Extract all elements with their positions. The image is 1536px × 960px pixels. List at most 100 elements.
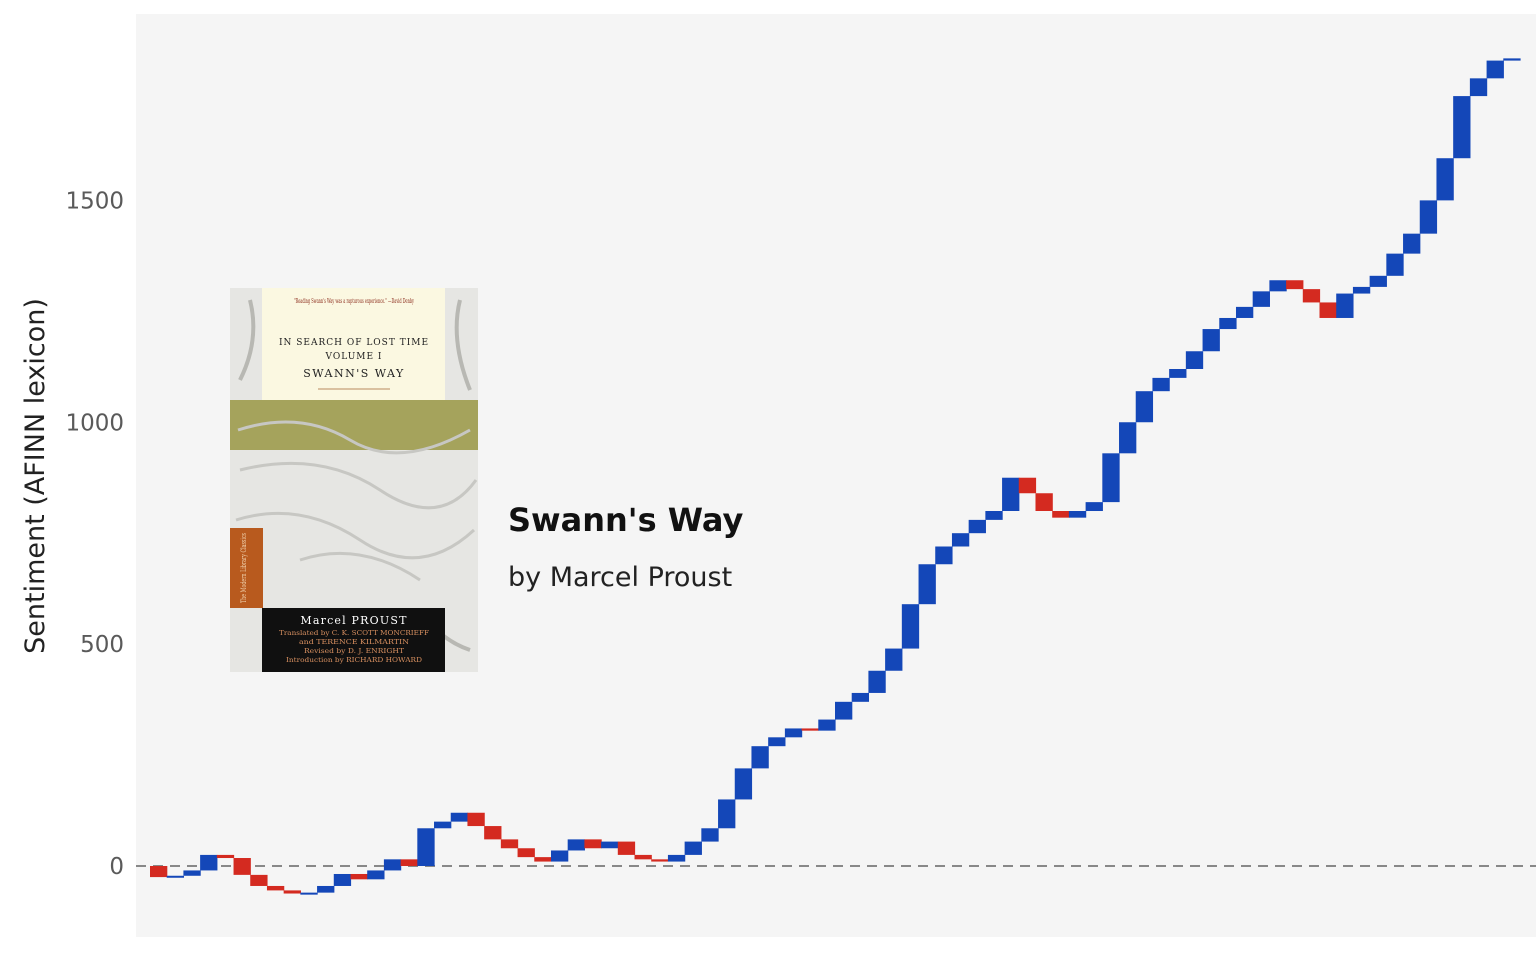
y-axis: 0 500 1000 1500 [65,188,124,880]
sentiment-bar [1185,351,1204,369]
cover-series-line1: IN SEARCH OF LOST TIME [279,338,429,348]
sentiment-bar [968,519,986,534]
sentiment-bar [835,701,853,720]
sentiment-bar [684,841,702,855]
sentiment-bar [333,873,352,886]
sentiment-bar [584,839,602,849]
sentiment-bar [183,870,201,876]
sentiment-bar [901,604,920,649]
sentiment-bar [768,737,786,747]
sentiment-bar [667,854,686,862]
y-tick-label: 500 [80,632,124,658]
sentiment-bar [1369,275,1387,287]
sentiment-bar [601,841,619,849]
cover-imprint: The Modern Library Classics [240,533,248,603]
sentiment-bar [417,828,435,866]
cover-credit: Revised by D. J. ENRIGHT [304,647,405,655]
sentiment-bar [1469,78,1488,97]
sentiment-bar [1419,200,1438,234]
sentiment-bar [517,848,535,858]
sentiment-bar [450,812,469,822]
sentiment-bar [300,892,318,895]
sentiment-bar [1503,58,1521,61]
sentiment-bar [434,821,452,829]
y-tick-label: 1000 [65,410,124,436]
cover-spine-label [230,528,263,608]
sentiment-bar [383,859,402,871]
sentiment-bar [718,799,736,829]
book-title: Swann's Way [508,501,744,539]
sentiment-bar [1052,511,1070,518]
sentiment-bar [1336,293,1354,318]
sentiment-bar [1219,317,1237,330]
book-author: by Marcel Proust [508,562,732,593]
sentiment-bar [1302,289,1321,303]
sentiment-bar [166,875,185,878]
sentiment-bar [1169,369,1187,378]
sentiment-bar [1068,511,1087,518]
sentiment-bar [951,533,970,547]
sentiment-bar [784,728,803,738]
cover-series-line2: VOLUME I [325,352,383,362]
sentiment-bar [1386,253,1404,276]
sentiment-bar [400,859,418,866]
sentiment-bar [1436,158,1454,201]
sentiment-bar [550,850,569,862]
sentiment-bar [935,546,953,565]
sentiment-bar [1119,422,1137,454]
sentiment-bar [350,873,368,880]
sentiment-bar [885,648,903,671]
sentiment-bar [484,826,502,840]
book-cover: "Reading Swann's Way was a rapturous exp… [230,288,478,672]
sentiment-bar [1018,477,1037,494]
sentiment-bar [1035,493,1053,511]
sentiment-bar [216,854,235,859]
sentiment-bar [801,728,819,731]
sentiment-bar [1235,306,1254,318]
sentiment-bar [1002,477,1020,511]
sentiment-bar [818,719,836,731]
sentiment-bar [367,870,385,880]
sentiment-bar [918,564,936,605]
sentiment-bar [734,768,753,800]
sentiment-bar [283,890,301,894]
cover-quote: "Reading Swann's Way was a rapturous exp… [294,297,414,305]
sentiment-bar [200,854,218,871]
sentiment-bar [1102,453,1120,503]
sentiment-bar [266,885,285,891]
sentiment-bar [617,841,636,855]
sentiment-bar [1319,302,1337,318]
cover-credit: Translated by C. K. SCOTT MONCRIEFF [279,629,430,637]
sentiment-bar [567,839,585,851]
sentiment-bar [1135,391,1154,423]
sentiment-bars [150,58,1521,895]
sentiment-bar [500,839,519,849]
sentiment-bar [751,746,769,769]
y-tick-label: 0 [109,854,124,880]
sentiment-bar [1269,280,1287,292]
sentiment-bar [233,858,251,875]
sentiment-bar [317,885,335,893]
sentiment-bar [534,857,552,862]
sentiment-bar [1252,291,1270,307]
pillow-folds [235,420,478,582]
sentiment-bar [1202,329,1220,352]
sentiment-bar [1352,286,1371,294]
sentiment-bar [985,511,1003,520]
sentiment-bar [851,692,870,702]
cover-title: SWANN'S WAY [303,367,405,380]
cover-author: Marcel PROUST [300,614,407,627]
sentiment-bar [1486,60,1504,79]
sentiment-bar [467,812,485,827]
y-tick-label: 1500 [65,188,124,214]
cover-title-panel [262,288,445,400]
sentiment-bar [150,866,168,878]
sentiment-bar [651,859,669,862]
sentiment-bar [250,874,268,886]
sentiment-bar [1453,96,1471,159]
y-axis-label: Sentiment (AFINN lexicon) [20,298,51,654]
cover-credit: and TERENCE KILMARTIN [299,638,409,646]
sentiment-bar [1403,233,1421,254]
cover-author-band [262,608,445,672]
